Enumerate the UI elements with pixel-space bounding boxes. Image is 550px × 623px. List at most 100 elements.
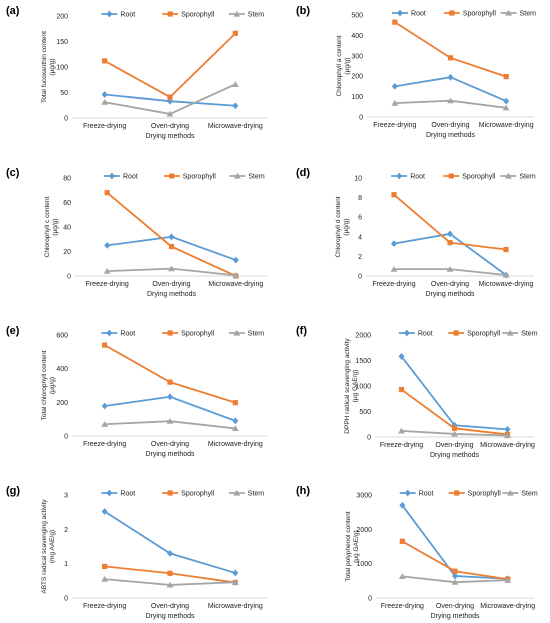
data-point-root: [452, 572, 458, 580]
data-point-root: [447, 73, 454, 81]
x-tick-label: Oven-drying: [151, 603, 189, 610]
legend-marker: [454, 490, 460, 496]
data-point-stem: [391, 99, 399, 106]
y-axis-title: Chlorophyll d content: [335, 196, 342, 257]
data-point-root: [168, 233, 175, 241]
y-tick-label: 60: [63, 200, 71, 207]
legend-label: Stem: [248, 331, 265, 338]
y-tick-label: 0: [367, 435, 371, 442]
legend-label: Stem: [248, 491, 265, 498]
legend-label: Sporophyll: [467, 331, 501, 338]
data-point-sporophyll: [398, 386, 405, 393]
data-point-sporophyll: [447, 55, 454, 61]
legend-marker: [505, 9, 512, 16]
legend-marker: [106, 489, 113, 497]
legend-label: Root: [410, 174, 425, 181]
series-line-sporophyll: [394, 21, 507, 78]
legend-label: Root: [411, 11, 426, 18]
data-point-sporophyll: [391, 192, 397, 198]
legend-marker: [106, 329, 113, 337]
data-point-stem: [502, 271, 510, 278]
legend-marker: [233, 329, 241, 336]
legend-label: Sporophyll: [463, 11, 497, 18]
data-point-root: [399, 501, 406, 509]
data-point-sporophyll: [452, 568, 458, 574]
y-tick-label: 0: [67, 274, 71, 281]
x-tick-label: Oven-drying: [436, 603, 474, 610]
data-point-sporophyll: [102, 342, 108, 348]
legend-marker: [169, 173, 175, 179]
y-tick-label: 10: [354, 176, 362, 183]
y-axis-title: Chlorophyll c content: [44, 196, 51, 257]
data-point-sporophyll: [167, 94, 173, 100]
chart-panel: (b) 0 100 200 300 400 500 Freeze-drying Oven-dry…: [296, 5, 536, 139]
legend-label: Stem: [521, 491, 538, 498]
y-tick-label: 300: [351, 53, 363, 60]
data-point-stem: [504, 432, 511, 439]
y-tick-label: 2: [64, 527, 68, 534]
chart-panel: (f) 0 500 1000 1500 2000 Freeze-drying Oven-dry…: [296, 325, 538, 459]
data-point-sporophyll: [167, 379, 173, 385]
y-tick-label: 500: [351, 13, 363, 20]
legend-marker: [106, 10, 113, 18]
data-point-stem: [101, 98, 109, 105]
x-axis-title: Drying methods: [147, 291, 197, 298]
data-point-stem: [398, 573, 406, 579]
data-point-sporophyll: [102, 58, 108, 64]
legend-marker: [233, 489, 241, 496]
legend-label: Sporophyll: [468, 491, 502, 498]
legend-marker: [233, 10, 241, 17]
y-tick-label: 6: [358, 215, 362, 222]
data-point-stem: [166, 581, 174, 588]
y-tick-label: 600: [56, 333, 68, 340]
panel-label: (e): [6, 325, 20, 337]
y-tick-label: 2: [358, 254, 362, 261]
x-tick-label: Oven-drying: [431, 122, 469, 129]
series-line-sporophyll: [104, 32, 236, 99]
legend-label: Stem: [248, 174, 265, 181]
y-tick-label: 1500: [355, 358, 371, 365]
legend-marker: [397, 9, 404, 17]
data-point-stem: [504, 576, 512, 583]
data-point-stem: [446, 265, 454, 272]
y-tick-label: 200: [56, 400, 68, 407]
y-tick-label: 2000: [356, 527, 372, 534]
y-tick-label: 40: [63, 225, 71, 232]
y-axis-title: DPPH radical scavenging activity: [344, 338, 351, 434]
y-axis-unit: (μg/g): [52, 218, 59, 235]
data-point-sporophyll: [232, 30, 238, 36]
series-line-root: [401, 504, 508, 580]
panel-label: (b): [296, 5, 310, 17]
data-point-stem: [451, 579, 459, 585]
x-tick-label: Microwave-drying: [480, 603, 535, 610]
legend-label: Stem: [521, 331, 538, 338]
data-point-stem: [103, 267, 111, 274]
x-tick-label: Microwave-drying: [208, 123, 263, 130]
y-axis-unit: (μg GAE/g): [352, 370, 359, 403]
x-tick-label: Microwave-drying: [479, 281, 534, 288]
x-tick-label: Oven-drying: [431, 281, 469, 288]
data-point-sporophyll: [392, 19, 398, 25]
data-point-stem: [101, 421, 109, 427]
data-point-root: [232, 256, 239, 264]
legend-label: Sporophyll: [183, 174, 217, 181]
chart-panel: (g) 0 1 2 3 Freeze-drying Oven-drying Microwave…: [6, 485, 268, 620]
legend-marker: [403, 329, 410, 337]
legend-label: Sporophyll: [181, 12, 215, 19]
legend-marker: [167, 330, 173, 336]
legend-label: Root: [120, 331, 135, 338]
data-point-root: [232, 569, 239, 577]
x-axis-title: Drying methods: [145, 451, 195, 458]
panel-label: (f): [296, 325, 307, 337]
data-point-root: [104, 241, 111, 249]
y-axis-title: Total polyphenol content: [345, 511, 352, 581]
legend-marker: [449, 10, 455, 16]
x-tick-label: Oven-drying: [151, 123, 189, 130]
data-point-root: [232, 102, 239, 110]
data-point-sporophyll: [168, 244, 175, 250]
y-axis-unit: (mg AAE/g): [49, 530, 56, 563]
data-point-root: [447, 230, 453, 238]
x-tick-label: Microwave-drying: [208, 441, 263, 448]
x-tick-label: Microwave-drying: [479, 122, 534, 129]
